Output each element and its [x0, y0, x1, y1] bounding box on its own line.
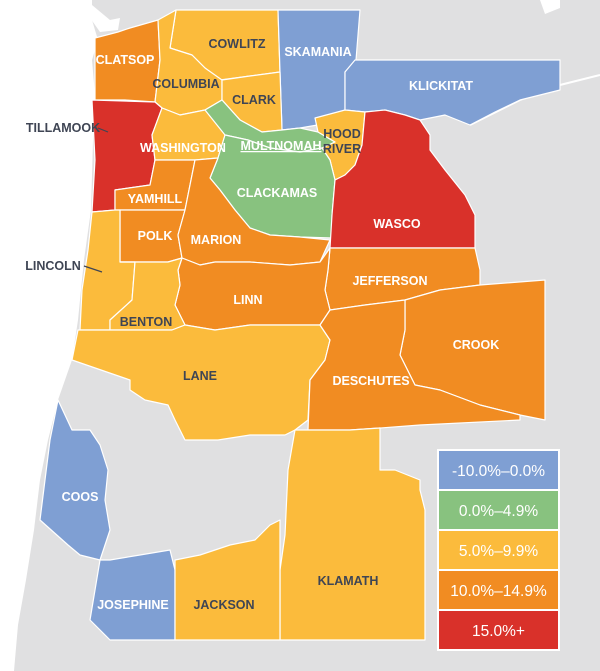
- legend-label-low: 0.0%–4.9%: [459, 503, 538, 520]
- county-label-cowlitz: COWLITZ: [209, 37, 266, 51]
- county-klamath: [279, 427, 426, 641]
- county-label-skamania: SKAMANIA: [284, 45, 351, 59]
- county-label-jackson: JACKSON: [193, 598, 254, 612]
- county-label-linn: LINN: [233, 293, 262, 307]
- legend-label-negative: -10.0%–0.0%: [452, 463, 545, 480]
- county-label-hood-river: HOOD RIVER: [323, 127, 361, 156]
- lake: [540, 0, 560, 14]
- county-label-tillamook: TILLAMOOK: [26, 121, 100, 135]
- county-label-josephine: JOSEPHINE: [97, 598, 169, 612]
- county-label-benton: BENTON: [120, 315, 173, 329]
- county-label-crook: CROOK: [453, 338, 500, 352]
- county-label-coos: COOS: [62, 490, 99, 504]
- county-label-wasco: WASCO: [373, 217, 421, 231]
- county-coos: [39, 399, 111, 561]
- county-label-yamhill: YAMHILL: [128, 192, 183, 206]
- river: [88, 5, 120, 32]
- county-label-polk: POLK: [138, 229, 173, 243]
- legend-swatch-negative: [437, 449, 560, 491]
- legend-swatch-top: [437, 609, 560, 651]
- legend-label-top: 15.0%+: [472, 623, 525, 640]
- county-label-jefferson: JEFFERSON: [352, 274, 427, 288]
- county-label-lincoln: LINCOLN: [25, 259, 81, 273]
- county-label-washington: WASHINGTON: [140, 141, 226, 155]
- legend-swatch-mid: [437, 529, 560, 571]
- county-jackson: [174, 519, 281, 641]
- county-label-clatsop: CLATSOP: [96, 53, 155, 67]
- legend-label-high: 10.0%–14.9%: [450, 583, 547, 600]
- county-label-multnomah: MULTNOMAH: [241, 139, 322, 153]
- county-label-columbia: COLUMBIA: [152, 77, 219, 91]
- county-josephine: [89, 549, 176, 641]
- county-label-lane: LANE: [183, 369, 217, 383]
- ocean: [0, 0, 98, 671]
- leader-line-tillamook: [97, 127, 109, 133]
- county-label-klickitat: KLICKITAT: [409, 79, 473, 93]
- county-label-clark: CLARK: [232, 93, 276, 107]
- legend-label-mid: 5.0%–9.9%: [459, 543, 538, 560]
- county-deschutes: [307, 299, 521, 431]
- leader-line-lincoln: [83, 265, 103, 273]
- county-label-klamath: KLAMATH: [318, 574, 379, 588]
- legend-swatch-low: [437, 489, 560, 531]
- county-lane: [71, 324, 331, 441]
- county-label-deschutes: DESCHUTES: [332, 374, 409, 388]
- county-label-clackamas: CLACKAMAS: [237, 186, 318, 200]
- county-label-marion: MARION: [191, 233, 242, 247]
- legend-swatch-high: [437, 569, 560, 611]
